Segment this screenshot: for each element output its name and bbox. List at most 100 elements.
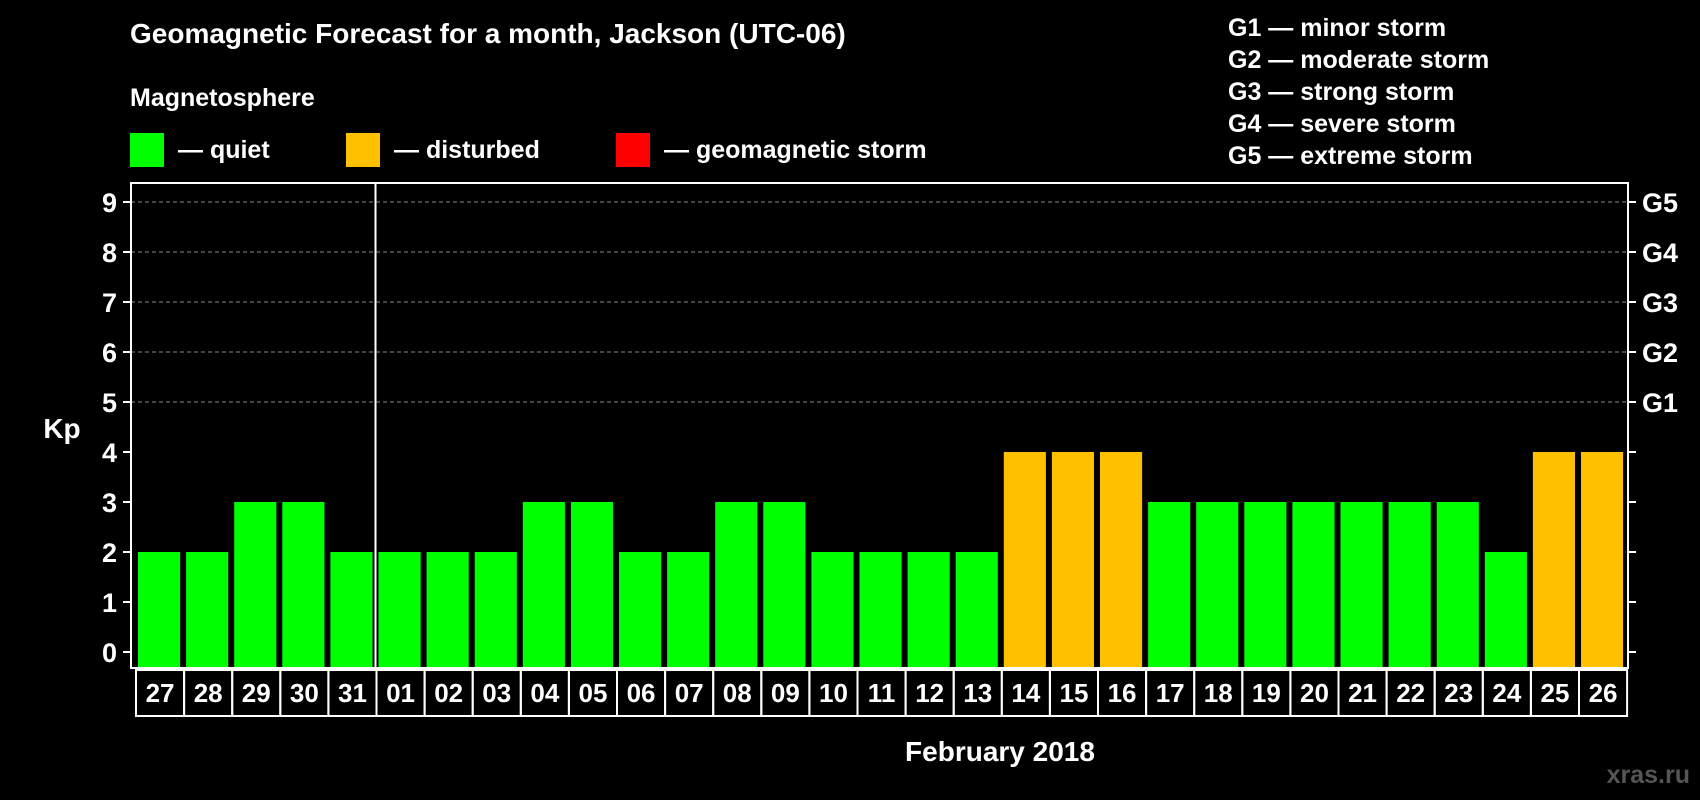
bar-04 (522, 502, 565, 668)
x-tick-label-10: 10 (819, 678, 848, 708)
storm-scale-g5: G5 — extreme storm (1228, 142, 1473, 170)
x-tick-label-14: 14 (1011, 678, 1040, 708)
bar-26 (1581, 452, 1624, 668)
bar-30 (282, 502, 325, 668)
bar-11 (859, 552, 902, 668)
x-tick-label-08: 08 (723, 678, 752, 708)
x-tick-label-21: 21 (1348, 678, 1377, 708)
y-tick-label: 7 (102, 288, 117, 318)
bar-03 (474, 552, 517, 668)
x-tick-label-04: 04 (530, 678, 559, 708)
legend-disturbed-label: — disturbed (394, 135, 540, 164)
g-scale-label: G3 (1642, 288, 1678, 318)
x-tick-label-29: 29 (242, 678, 271, 708)
legend-storm-swatch (616, 133, 650, 167)
legend-quiet-label: — quiet (178, 135, 270, 164)
storm-scale-g2: G2 — moderate storm (1228, 46, 1490, 74)
legend-quiet-swatch (130, 133, 164, 167)
x-tick-label-03: 03 (482, 678, 511, 708)
x-tick-label-01: 01 (386, 678, 415, 708)
bar-31 (330, 552, 373, 668)
g-scale-label: G5 (1642, 188, 1678, 218)
g-scale-label: G4 (1642, 238, 1678, 268)
y-tick-label: 3 (102, 488, 117, 518)
bar-25 (1532, 452, 1575, 668)
y-axis-label: Kp (43, 413, 80, 444)
bar-08 (715, 502, 758, 668)
watermark: xras.ru (1606, 761, 1690, 789)
bar-10 (811, 552, 854, 668)
bar-21 (1340, 502, 1383, 668)
bar-27 (138, 552, 181, 668)
bar-29 (234, 502, 277, 668)
bar-12 (907, 552, 950, 668)
bar-28 (186, 552, 229, 668)
bar-01 (378, 552, 421, 668)
x-tick-label-18: 18 (1204, 678, 1233, 708)
legend-quiet: — quiet (130, 133, 270, 167)
x-tick-label-13: 13 (963, 678, 992, 708)
x-tick-label-23: 23 (1444, 678, 1473, 708)
chart-title: Geomagnetic Forecast for a month, Jackso… (130, 18, 846, 49)
y-tick-label: 2 (102, 538, 117, 568)
storm-scale-g3: G3 — strong storm (1228, 78, 1455, 106)
bar-13 (955, 552, 998, 668)
legend-disturbed-swatch (346, 133, 380, 167)
bar-23 (1436, 502, 1479, 668)
bar-19 (1244, 502, 1287, 668)
bar-09 (763, 502, 806, 668)
bar-18 (1196, 502, 1239, 668)
x-tick-label-07: 07 (675, 678, 704, 708)
x-tick-label-15: 15 (1059, 678, 1088, 708)
legend-heading: Magnetosphere (130, 84, 315, 112)
x-tick-label-30: 30 (290, 678, 319, 708)
x-tick-label-17: 17 (1156, 678, 1185, 708)
x-tick-label-26: 26 (1589, 678, 1618, 708)
x-tick-label-12: 12 (915, 678, 944, 708)
legend-disturbed: — disturbed (346, 133, 540, 167)
x-tick-label-31: 31 (338, 678, 367, 708)
y-tick-label: 6 (102, 338, 117, 368)
y-tick-label: 0 (102, 638, 117, 668)
y-tick-label: 9 (102, 188, 117, 218)
bar-02 (426, 552, 469, 668)
x-tick-label-25: 25 (1540, 678, 1569, 708)
y-tick-label: 8 (102, 238, 117, 268)
x-tick-label-02: 02 (434, 678, 463, 708)
bar-06 (619, 552, 662, 668)
bar-16 (1100, 452, 1143, 668)
g-scale-label: G2 (1642, 338, 1678, 368)
bar-22 (1388, 502, 1431, 668)
x-tick-label-20: 20 (1300, 678, 1329, 708)
y-tick-label: 1 (102, 588, 117, 618)
x-tick-label-24: 24 (1492, 678, 1521, 708)
x-tick-label-27: 27 (146, 678, 175, 708)
x-tick-label-16: 16 (1108, 678, 1137, 708)
storm-scale-legend: G1 — minor storm G2 — moderate storm G3 … (1228, 12, 1489, 172)
y-tick-label: 5 (102, 388, 117, 418)
bar-07 (667, 552, 710, 668)
bar-17 (1148, 502, 1191, 668)
x-tick-label-19: 19 (1252, 678, 1281, 708)
bar-05 (570, 502, 613, 668)
bar-20 (1292, 502, 1335, 668)
x-tick-label-28: 28 (194, 678, 223, 708)
x-tick-label-05: 05 (578, 678, 607, 708)
x-tick-box (1578, 669, 1629, 717)
legend-storm: — geomagnetic storm (616, 133, 927, 167)
legend-storm-label: — geomagnetic storm (664, 135, 927, 164)
bar-24 (1484, 552, 1527, 668)
x-tick-label-09: 09 (771, 678, 800, 708)
storm-scale-g4: G4 — severe storm (1228, 110, 1456, 138)
x-tick-label-11: 11 (868, 678, 896, 708)
storm-scale-g1: G1 — minor storm (1228, 14, 1447, 42)
x-tick-label-22: 22 (1396, 678, 1425, 708)
g-scale-label: G1 (1642, 388, 1678, 418)
y-tick-label: 4 (102, 438, 117, 468)
bar-15 (1051, 452, 1094, 668)
x-axis-label: February 2018 (905, 736, 1095, 767)
bar-14 (1003, 452, 1046, 668)
plot-frame (130, 182, 1629, 669)
x-tick-label-06: 06 (627, 678, 656, 708)
